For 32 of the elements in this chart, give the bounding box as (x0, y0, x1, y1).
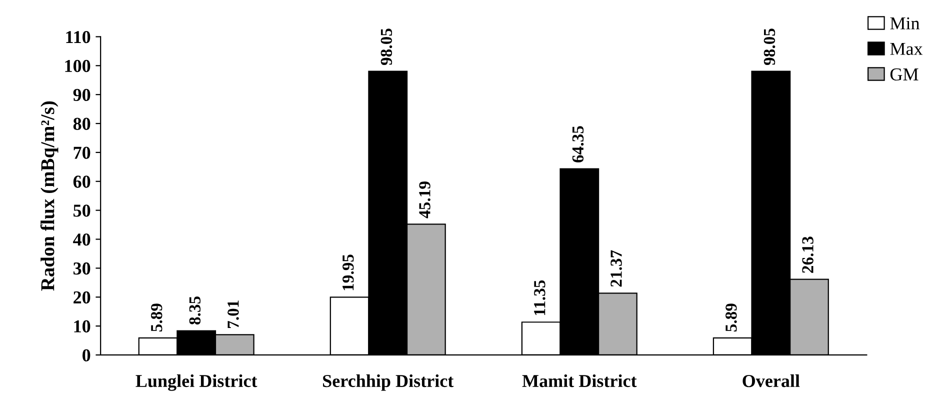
y-tick-label: 90 (73, 88, 90, 102)
data-label: 5.89 (150, 304, 162, 332)
y-tick-label: 70 (74, 146, 90, 159)
data-label: 64.35 (572, 126, 584, 162)
data-label: 98.05 (380, 28, 392, 66)
data-label: 8.35 (189, 296, 201, 324)
data-label: 5.89 (726, 304, 737, 332)
data-label: 21.37 (610, 250, 622, 287)
y-tick-label: 110 (66, 30, 90, 44)
data-label: 19.95 (342, 254, 354, 290)
x-tick-label: Serchhip District (323, 374, 454, 391)
legend-label: Min (890, 17, 920, 30)
data-label: 26.13 (802, 236, 814, 273)
data-label: 98.05 (764, 28, 776, 66)
y-tick-label: 60 (73, 176, 90, 188)
y-axis-title: Radon flux (mBq/m²/s) (40, 101, 58, 291)
y-tick-label: 80 (73, 118, 90, 130)
y-tick-label: 40 (73, 233, 90, 246)
y-tick-label: 0 (82, 349, 90, 362)
x-tick-label: Overall (742, 374, 800, 388)
data-label: 45.19 (419, 182, 430, 218)
y-tick-label: 30 (73, 262, 90, 275)
legend-label: Max (890, 42, 923, 55)
x-tick-label: Lunglei District (136, 374, 258, 391)
data-label: 7.01 (228, 300, 239, 328)
y-tick-label: 50 (74, 204, 90, 217)
y-tick-label: 10 (74, 320, 90, 332)
y-tick-label: 20 (74, 291, 90, 304)
legend-label: GM (890, 68, 918, 80)
data-label: 11.35 (534, 280, 546, 315)
x-tick-label: Mamit District (522, 374, 637, 388)
y-tick-label: 100 (65, 60, 90, 72)
